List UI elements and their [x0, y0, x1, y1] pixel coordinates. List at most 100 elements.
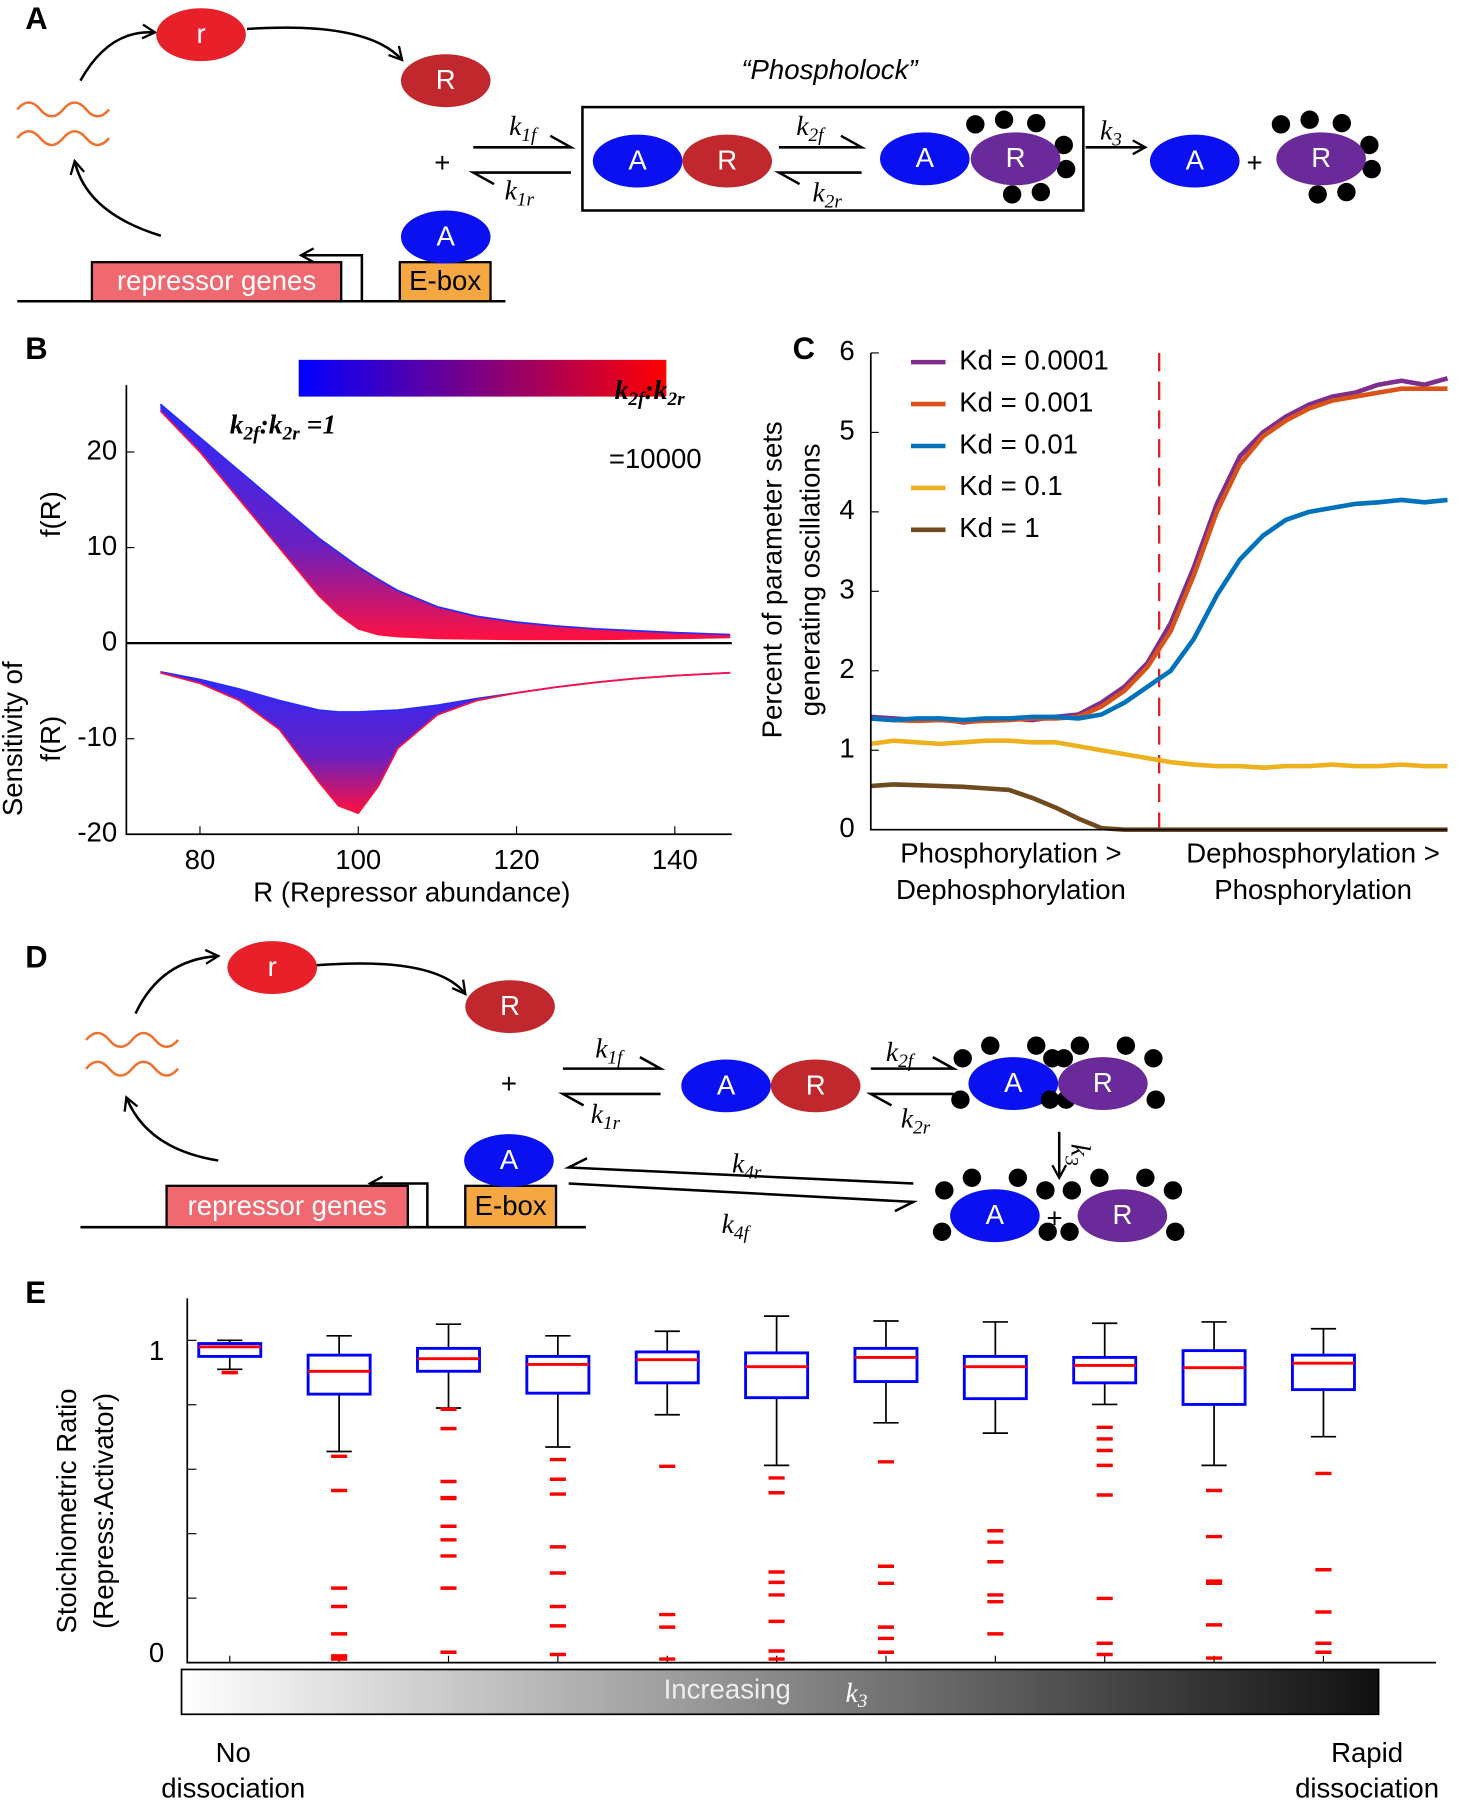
- phospho-dot: [1136, 1168, 1155, 1187]
- rate-label: k4f: [722, 1209, 752, 1245]
- panel-label: C: [793, 331, 815, 366]
- rate-label-part: k: [732, 1148, 745, 1179]
- species-label: R: [1112, 1199, 1132, 1230]
- panel-label: A: [25, 1, 47, 36]
- species-label: R: [436, 64, 456, 95]
- panel-label: B: [25, 331, 47, 366]
- rate-label-part: k: [1100, 115, 1113, 146]
- y-tick-label: 0: [102, 625, 117, 656]
- colorbar-label: =10000: [609, 443, 702, 474]
- phospho-dot: [1038, 1222, 1057, 1241]
- box: [306, 1353, 372, 1396]
- species-label: R: [500, 990, 520, 1021]
- gene-box: [90, 261, 343, 303]
- x-category-label: Phosphorylation: [1214, 874, 1412, 905]
- y-axis-label: generating oscillations: [794, 443, 825, 716]
- rate-label-part: 3: [1060, 1155, 1081, 1166]
- rate-label-part: k: [509, 110, 522, 141]
- phospho-dot: [966, 115, 985, 134]
- phospho-dot: [1056, 159, 1076, 179]
- diagram-title: “Phospholock”: [741, 54, 919, 85]
- phospho-dot: [932, 1222, 952, 1241]
- rate-label-part: 1r: [603, 1113, 621, 1134]
- species: [1058, 1057, 1148, 1111]
- rate-label: k2r: [812, 177, 842, 213]
- phospho-dot: [1308, 185, 1327, 204]
- phospho-dot: [1062, 1181, 1082, 1200]
- rate-label: k2f: [796, 110, 826, 146]
- phospho-dot: [935, 1181, 954, 1200]
- y-axis-label: f(R): [35, 716, 66, 762]
- rate-label-part: k: [886, 1036, 899, 1067]
- species-label: A: [628, 145, 647, 176]
- gradient-symbol: k3: [846, 1677, 868, 1712]
- phospho-dot: [1027, 113, 1046, 133]
- species-label: A: [1004, 1067, 1023, 1098]
- species-label: R: [1311, 142, 1331, 173]
- rate-label: k1f: [595, 1033, 625, 1069]
- rate-label-part: 1f: [607, 1048, 625, 1069]
- gene-box: [165, 1184, 409, 1229]
- band-edge: [159, 410, 731, 641]
- phospho-dot: [1166, 1222, 1185, 1241]
- y-tick-label: -20: [77, 817, 117, 848]
- rate-label-part: k: [796, 110, 809, 141]
- colorbar: [298, 359, 667, 397]
- species-label: A: [500, 1144, 519, 1175]
- rate-label-part: k: [505, 175, 518, 206]
- end-label: dissociation: [1295, 1772, 1439, 1803]
- rate-label-part: 1f: [521, 125, 539, 146]
- gradient-symbol-part: k: [846, 1677, 859, 1708]
- band-edge: [160, 671, 731, 815]
- panel-label: E: [25, 1275, 46, 1310]
- x-category-label: Dephosphorylation: [896, 874, 1126, 905]
- y-tick-label: 20: [87, 434, 118, 465]
- phospho-dot: [962, 1168, 982, 1187]
- phospho-dot: [1060, 1222, 1079, 1241]
- gradient-symbol-part: 3: [857, 1691, 868, 1712]
- axis: [186, 1298, 1437, 1664]
- legend-label: Kd = 0.1: [959, 470, 1062, 501]
- species: [682, 134, 773, 188]
- gradient-bar: [180, 1668, 1380, 1716]
- rate-label-part: k: [1065, 1144, 1096, 1157]
- band-edge: [159, 403, 731, 636]
- rate-label-part: 2f: [809, 125, 827, 146]
- colorbar-label-part: :k: [644, 374, 667, 405]
- y-tick-label: 0: [839, 812, 854, 843]
- phospho-dot: [1362, 159, 1381, 179]
- legend-label: Kd = 0.001: [959, 386, 1093, 417]
- colorbar-label-part: =1: [300, 409, 336, 440]
- y-axis-label: (Repress:Activator): [88, 1393, 119, 1629]
- box: [1072, 1355, 1138, 1385]
- axis: [125, 385, 732, 836]
- phospho-dot: [1008, 1168, 1028, 1187]
- phospho-dot: [994, 110, 1014, 129]
- gene-label: repressor genes: [117, 265, 316, 296]
- rate-label-part: k: [812, 177, 825, 208]
- species-label: A: [437, 220, 456, 251]
- phospho-dot: [1031, 182, 1051, 202]
- phospho-dot: [1146, 1090, 1165, 1109]
- rate-label-part: 2r: [825, 192, 843, 213]
- end-label: dissociation: [161, 1772, 305, 1803]
- series-line: [870, 738, 1448, 771]
- species: [227, 941, 318, 994]
- y-tick-label: -10: [77, 721, 117, 752]
- panel-label: D: [25, 940, 47, 975]
- species-label: R: [806, 1069, 826, 1100]
- phospho-dot: [1337, 182, 1356, 202]
- species: [770, 1059, 861, 1113]
- rate-label-part: 2f: [898, 1051, 916, 1072]
- rate-label-part: k: [722, 1209, 735, 1240]
- y-axis-label: Percent of parameter sets: [757, 421, 788, 738]
- box: [1181, 1349, 1247, 1406]
- colorbar-label-part: k: [615, 374, 629, 405]
- species: [156, 8, 246, 62]
- y-tick-label: 2: [839, 653, 854, 684]
- band-area: [160, 404, 731, 640]
- box: [525, 1354, 591, 1395]
- operator: +: [1246, 147, 1262, 178]
- x-category-label: Phosphorylation >: [900, 837, 1121, 868]
- colorbar-label-part: 2f: [627, 390, 647, 411]
